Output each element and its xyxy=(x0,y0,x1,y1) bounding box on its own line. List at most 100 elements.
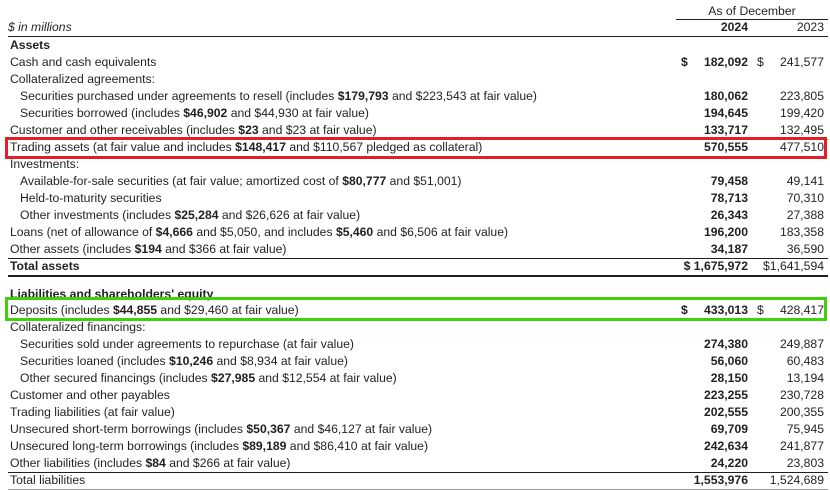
value-2024: 34,187 xyxy=(710,242,748,256)
value-2024: 433,013 xyxy=(703,303,748,317)
value-2023: 13,194 xyxy=(786,371,824,385)
row-label: Other secured financings (includes $27,9… xyxy=(20,371,397,385)
total-assets-top-rule xyxy=(8,258,828,259)
row-securities-loaned: Securities loaned (includes $10,246 and … xyxy=(0,353,830,370)
value-2023: 60,483 xyxy=(786,354,824,368)
row-label: Collateralized financings: xyxy=(10,320,146,334)
row-label: Held-to-maturity securities xyxy=(20,191,162,205)
row-label: Cash and cash equivalents xyxy=(10,55,157,69)
value-2024: 202,555 xyxy=(703,405,748,419)
value-2023: 241,877 xyxy=(779,439,824,453)
value-2023: 27,388 xyxy=(786,208,824,222)
row-deposits: Deposits (includes $44,855 and $29,460 a… xyxy=(0,302,830,319)
row-total-assets: Total assets $ 1,675,972 $1,641,594 xyxy=(0,258,830,275)
row-label: Other liabilities (includes $84 and $266… xyxy=(10,456,291,470)
row-label: Available-for-sale securities (at fair v… xyxy=(20,174,462,188)
value-2024: 69,709 xyxy=(710,422,748,436)
value-2024: 180,062 xyxy=(703,89,748,103)
row-label: Unsecured long-term borrowings (includes… xyxy=(10,439,429,453)
row-loans: Loans (net of allowance of $4,666 and $5… xyxy=(0,224,830,241)
row-label: Assets xyxy=(10,38,50,52)
value-2024: 24,220 xyxy=(710,456,748,470)
row-other-liabilities: Other liabilities (includes $84 and $266… xyxy=(0,455,830,472)
value-2023: 223,805 xyxy=(779,89,824,103)
row-collateralized-financings: Collateralized financings: xyxy=(0,319,830,336)
value-2023: 49,141 xyxy=(786,174,824,188)
row-label: Customer and other payables xyxy=(10,388,170,402)
value-2024: 242,634 xyxy=(703,439,748,453)
row-label: Securities purchased under agreements to… xyxy=(20,89,537,103)
row-trading-liabilities: Trading liabilities (at fair value) 202,… xyxy=(0,404,830,421)
value-2024: 28,150 xyxy=(710,371,748,385)
row-label: Total liabilities xyxy=(10,473,86,487)
row-other-secured-financings: Other secured financings (includes $27,9… xyxy=(0,370,830,387)
row-resale-agreements: Securities purchased under agreements to… xyxy=(0,88,830,105)
value-2024: 570,555 xyxy=(703,140,748,154)
row-other-assets: Other assets (includes $194 and $366 at … xyxy=(0,241,830,258)
value-2024: 78,713 xyxy=(710,191,748,205)
value-2024: 274,380 xyxy=(703,337,748,351)
value-2023: 1,524,689 xyxy=(769,473,824,487)
row-label: Deposits (includes $44,855 and $29,460 a… xyxy=(10,303,299,317)
value-2023: 23,803 xyxy=(786,456,824,470)
row-label: Trading liabilities (at fair value) xyxy=(10,405,175,419)
year-2023-header: 2023 xyxy=(796,20,824,34)
value-2024: $ 1,675,972 xyxy=(683,259,748,273)
row-held-to-maturity: Held-to-maturity securities 78,713 70,31… xyxy=(0,190,830,207)
assets-section-heading: Assets xyxy=(0,37,830,54)
value-2023: 249,887 xyxy=(779,337,824,351)
value-2023: 241,577 xyxy=(779,55,824,69)
row-label: Trading assets (at fair value and includ… xyxy=(10,140,483,154)
value-2023: 36,590 xyxy=(786,242,824,256)
units-label: $ in millions xyxy=(8,20,72,34)
row-unsecured-long-term: Unsecured long-term borrowings (includes… xyxy=(0,438,830,455)
row-label: Securities sold under agreements to repu… xyxy=(20,337,354,351)
row-label: Total assets xyxy=(10,259,80,273)
value-2024: 194,645 xyxy=(703,106,748,120)
value-2023: 70,310 xyxy=(786,191,824,205)
value-2024: 133,717 xyxy=(703,123,748,137)
value-2023: 477,510 xyxy=(779,140,824,154)
row-repurchase-agreements: Securities sold under agreements to repu… xyxy=(0,336,830,353)
row-label: Collateralized agreements: xyxy=(10,72,155,86)
row-collateralized-agreements: Collateralized agreements: xyxy=(0,71,830,88)
value-2024: 196,200 xyxy=(703,225,748,239)
value-2024: 223,255 xyxy=(703,388,748,402)
row-label: Customer and other receivables (includes… xyxy=(10,123,377,137)
value-2023: 199,420 xyxy=(779,106,824,120)
row-customer-receivables: Customer and other receivables (includes… xyxy=(0,122,830,139)
row-label: Other investments (includes $25,284 and … xyxy=(20,208,361,222)
row-label: Loans (net of allowance of $4,666 and $5… xyxy=(10,225,509,239)
value-2024: 1,553,976 xyxy=(693,473,748,487)
value-2023: 183,358 xyxy=(779,225,824,239)
year-2024-header: 2024 xyxy=(720,20,748,34)
row-unsecured-short-term: Unsecured short-term borrowings (include… xyxy=(0,421,830,438)
value-2023: $1,641,594 xyxy=(763,259,824,273)
row-total-liabilities: Total liabilities 1,553,976 1,524,689 xyxy=(0,472,830,489)
total-assets-bottom-rule xyxy=(8,275,828,277)
value-2023: 230,728 xyxy=(779,388,824,402)
row-investments: Investments: xyxy=(0,156,830,173)
value-2023: 132,495 xyxy=(779,123,824,137)
value-2023: 200,355 xyxy=(779,405,824,419)
row-other-investments: Other investments (includes $25,284 and … xyxy=(0,207,830,224)
row-label: Securities loaned (includes $10,246 and … xyxy=(20,354,348,368)
value-2023: 75,945 xyxy=(786,422,824,436)
row-label: Investments: xyxy=(10,157,80,171)
row-customer-payables: Customer and other payables 223,255 230,… xyxy=(0,387,830,404)
row-cash: Cash and cash equivalents $ 182,092 $ 24… xyxy=(0,54,830,71)
currency-symbol: $ xyxy=(681,55,688,69)
row-label: Liabilities and shareholders' equity xyxy=(10,287,214,301)
value-2023: 428,417 xyxy=(779,303,824,317)
as-of-underline xyxy=(676,19,828,20)
row-securities-borrowed: Securities borrowed (includes $46,902 an… xyxy=(0,105,830,122)
currency-symbol: $ xyxy=(681,303,688,317)
currency-symbol: $ xyxy=(757,55,764,69)
value-2024: 79,458 xyxy=(710,174,748,188)
row-label: Other assets (includes $194 and $366 at … xyxy=(10,242,287,256)
as-of-header: As of December xyxy=(708,4,796,18)
total-liabilities-top-rule xyxy=(8,472,828,473)
value-2024: 26,343 xyxy=(710,208,748,222)
row-trading-assets: Trading assets (at fair value and includ… xyxy=(0,139,830,156)
